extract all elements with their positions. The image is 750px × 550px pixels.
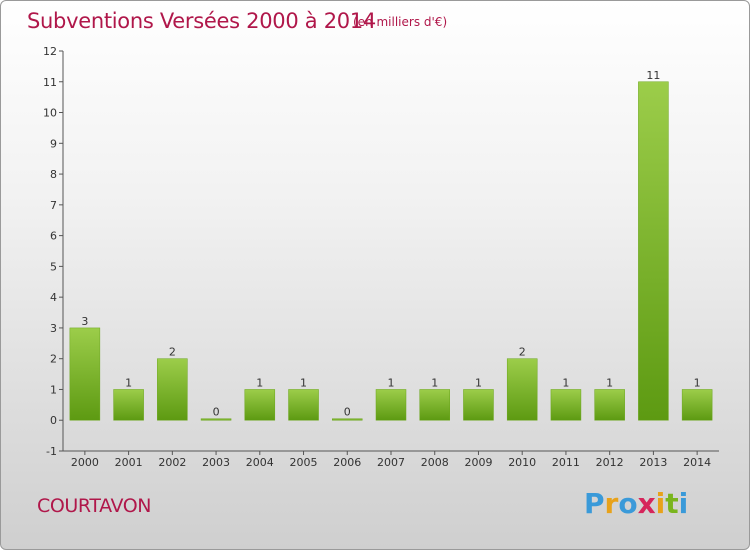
x-tick-label: 2006 [333,456,361,469]
x-tick-label: 2012 [596,456,624,469]
y-tick-label: 4 [50,291,57,304]
y-tick-label: 8 [50,168,57,181]
y-tick-label: 9 [50,137,57,150]
y-tick-label: -1 [46,445,57,458]
y-tick-label: 1 [50,383,57,396]
bar [200,418,232,421]
y-tick-label: 0 [50,414,57,427]
logo-letter: r [604,487,619,520]
y-tick-label: 10 [43,107,57,120]
bar-value-label: 1 [694,376,701,389]
bar-value-label: 1 [388,376,395,389]
bar-value-label: 1 [475,376,482,389]
bar-value-label: 0 [213,406,220,419]
logo-letter: i [655,487,666,520]
bar [463,389,494,421]
x-tick-label: 2013 [639,456,667,469]
commune-name: COURTAVON [37,495,152,517]
bar-value-label: 2 [519,346,526,359]
bar [550,389,582,421]
x-tick-label: 2005 [290,456,318,469]
x-tick-label: 2009 [464,456,492,469]
bar [594,389,625,421]
x-tick-label: 2014 [683,456,711,469]
bar-value-label: 1 [562,376,569,389]
bar [419,389,450,421]
bar [638,81,669,421]
logo-letter: x [637,487,656,520]
bars [69,81,713,421]
bar-value-label: 1 [431,376,438,389]
y-tick-label: 5 [50,260,57,273]
bar-value-label: 0 [344,406,351,419]
x-tick-label: 2011 [552,456,580,469]
bar [506,358,538,421]
y-tick-label: 12 [43,45,57,58]
x-tick-label: 2001 [115,456,143,469]
proxiti-logo: Proxiti [584,487,688,520]
bar [157,358,188,421]
chart-title: Subventions Versées 2000 à 2014 [27,9,376,33]
logo-letter: t [665,487,679,520]
bar-value-label: 1 [606,376,613,389]
bar [332,418,363,421]
bar-value-label: 11 [646,69,660,82]
bar [69,327,101,421]
bar [681,389,713,421]
bar-value-label: 1 [256,376,263,389]
bar [244,389,276,421]
x-tick-label: 2004 [246,456,274,469]
bar [288,389,319,421]
bar [375,389,407,421]
y-tick-label: 11 [43,76,57,89]
y-tick-label: 6 [50,230,57,243]
bar [113,389,144,421]
x-tick-label: 2007 [377,456,405,469]
bar-value-label: 1 [300,376,307,389]
bar-value-label: 3 [81,315,88,328]
logo-letter: i [678,487,689,520]
x-tick-label: 2008 [421,456,449,469]
y-tick-label: 7 [50,199,57,212]
y-tick-label: 2 [50,353,57,366]
logo-letter: P [584,487,605,520]
chart-subtitle: (en milliers d'€) [353,15,448,29]
y-tick-label: 3 [50,322,57,335]
x-tick-label: 2002 [158,456,186,469]
logo-letter: o [618,487,638,520]
x-tick-label: 2010 [508,456,536,469]
bar-value-label: 1 [125,376,132,389]
x-tick-label: 2003 [202,456,230,469]
bar-value-label: 2 [169,346,176,359]
x-tick-label: 2000 [71,456,99,469]
